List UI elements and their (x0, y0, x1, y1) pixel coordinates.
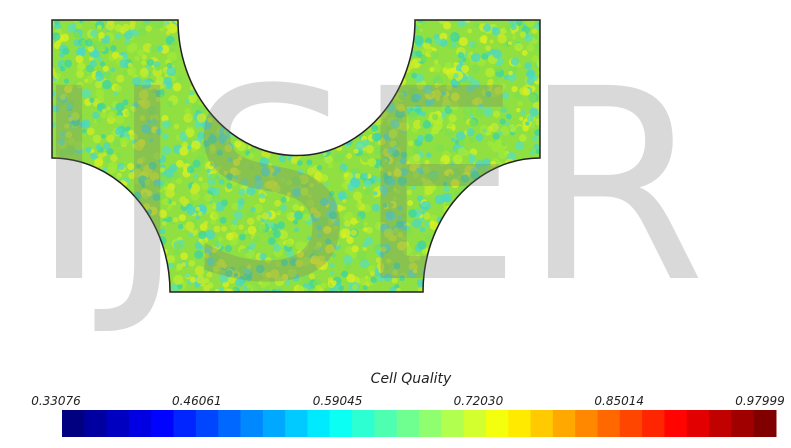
mesh-cell (511, 24, 517, 30)
colorbar-segment (174, 410, 197, 437)
colorbar-segment (397, 410, 420, 437)
colorbar-segment (129, 410, 152, 437)
mesh-cell (105, 21, 114, 30)
colorbar-title: Cell Quality (371, 371, 452, 387)
colorbar-segment (508, 410, 531, 437)
colorbar-segment (419, 410, 442, 437)
colorbar (62, 410, 777, 437)
mesh-cell (115, 24, 123, 32)
mesh-cell (97, 25, 102, 30)
colorbar-segment (107, 410, 130, 437)
colorbar-label: 0.59045 (313, 394, 363, 408)
colorbar-segment (620, 410, 643, 437)
colorbar-segment (218, 410, 241, 437)
colorbar-segment (307, 410, 330, 437)
mesh-cell (76, 23, 82, 29)
mesh-cell (70, 23, 76, 29)
colorbar-segment (151, 410, 174, 437)
colorbar-segment (664, 410, 687, 437)
viewport: IJSER Cell Quality 0.33076 0.46061 0.59045… (0, 0, 791, 448)
colorbar-segment (285, 410, 308, 437)
colorbar-segment (642, 410, 665, 437)
colorbar-segment (531, 410, 554, 437)
colorbar-label: 0.46061 (172, 394, 222, 408)
colorbar-segment (374, 410, 397, 437)
mesh-cell (473, 22, 478, 27)
colorbar-segment (575, 410, 598, 437)
colorbar-segment (598, 410, 621, 437)
colorbar-segment (62, 410, 85, 437)
mesh-cell (483, 24, 491, 32)
colorbar-segment (464, 410, 487, 437)
colorbar-segment (441, 410, 464, 437)
colorbar-segment (754, 410, 777, 437)
colorbar-label: 0.72030 (454, 394, 504, 408)
mesh-cell (145, 25, 151, 31)
colorbar-label: 0.85014 (594, 394, 644, 408)
colorbar-segment (553, 410, 576, 437)
colorbar-label: 0.33076 (31, 394, 81, 408)
colorbar-segment (263, 410, 286, 437)
colorbar-segment (196, 410, 219, 437)
colorbar-segment (709, 410, 732, 437)
colorbar-segment (731, 410, 754, 437)
mesh-cell (166, 24, 172, 30)
colorbar-segment (352, 410, 375, 437)
watermark: IJSER (30, 33, 706, 341)
colorbar-segment (486, 410, 509, 437)
mesh-cell (129, 23, 135, 29)
mesh-cell (443, 22, 451, 30)
colorbar-label: 0.97999 (735, 394, 785, 408)
colorbar-segment (687, 410, 710, 437)
colorbar-segment (330, 410, 353, 437)
colorbar-segment (241, 410, 264, 437)
colorbar-segment (84, 410, 107, 437)
